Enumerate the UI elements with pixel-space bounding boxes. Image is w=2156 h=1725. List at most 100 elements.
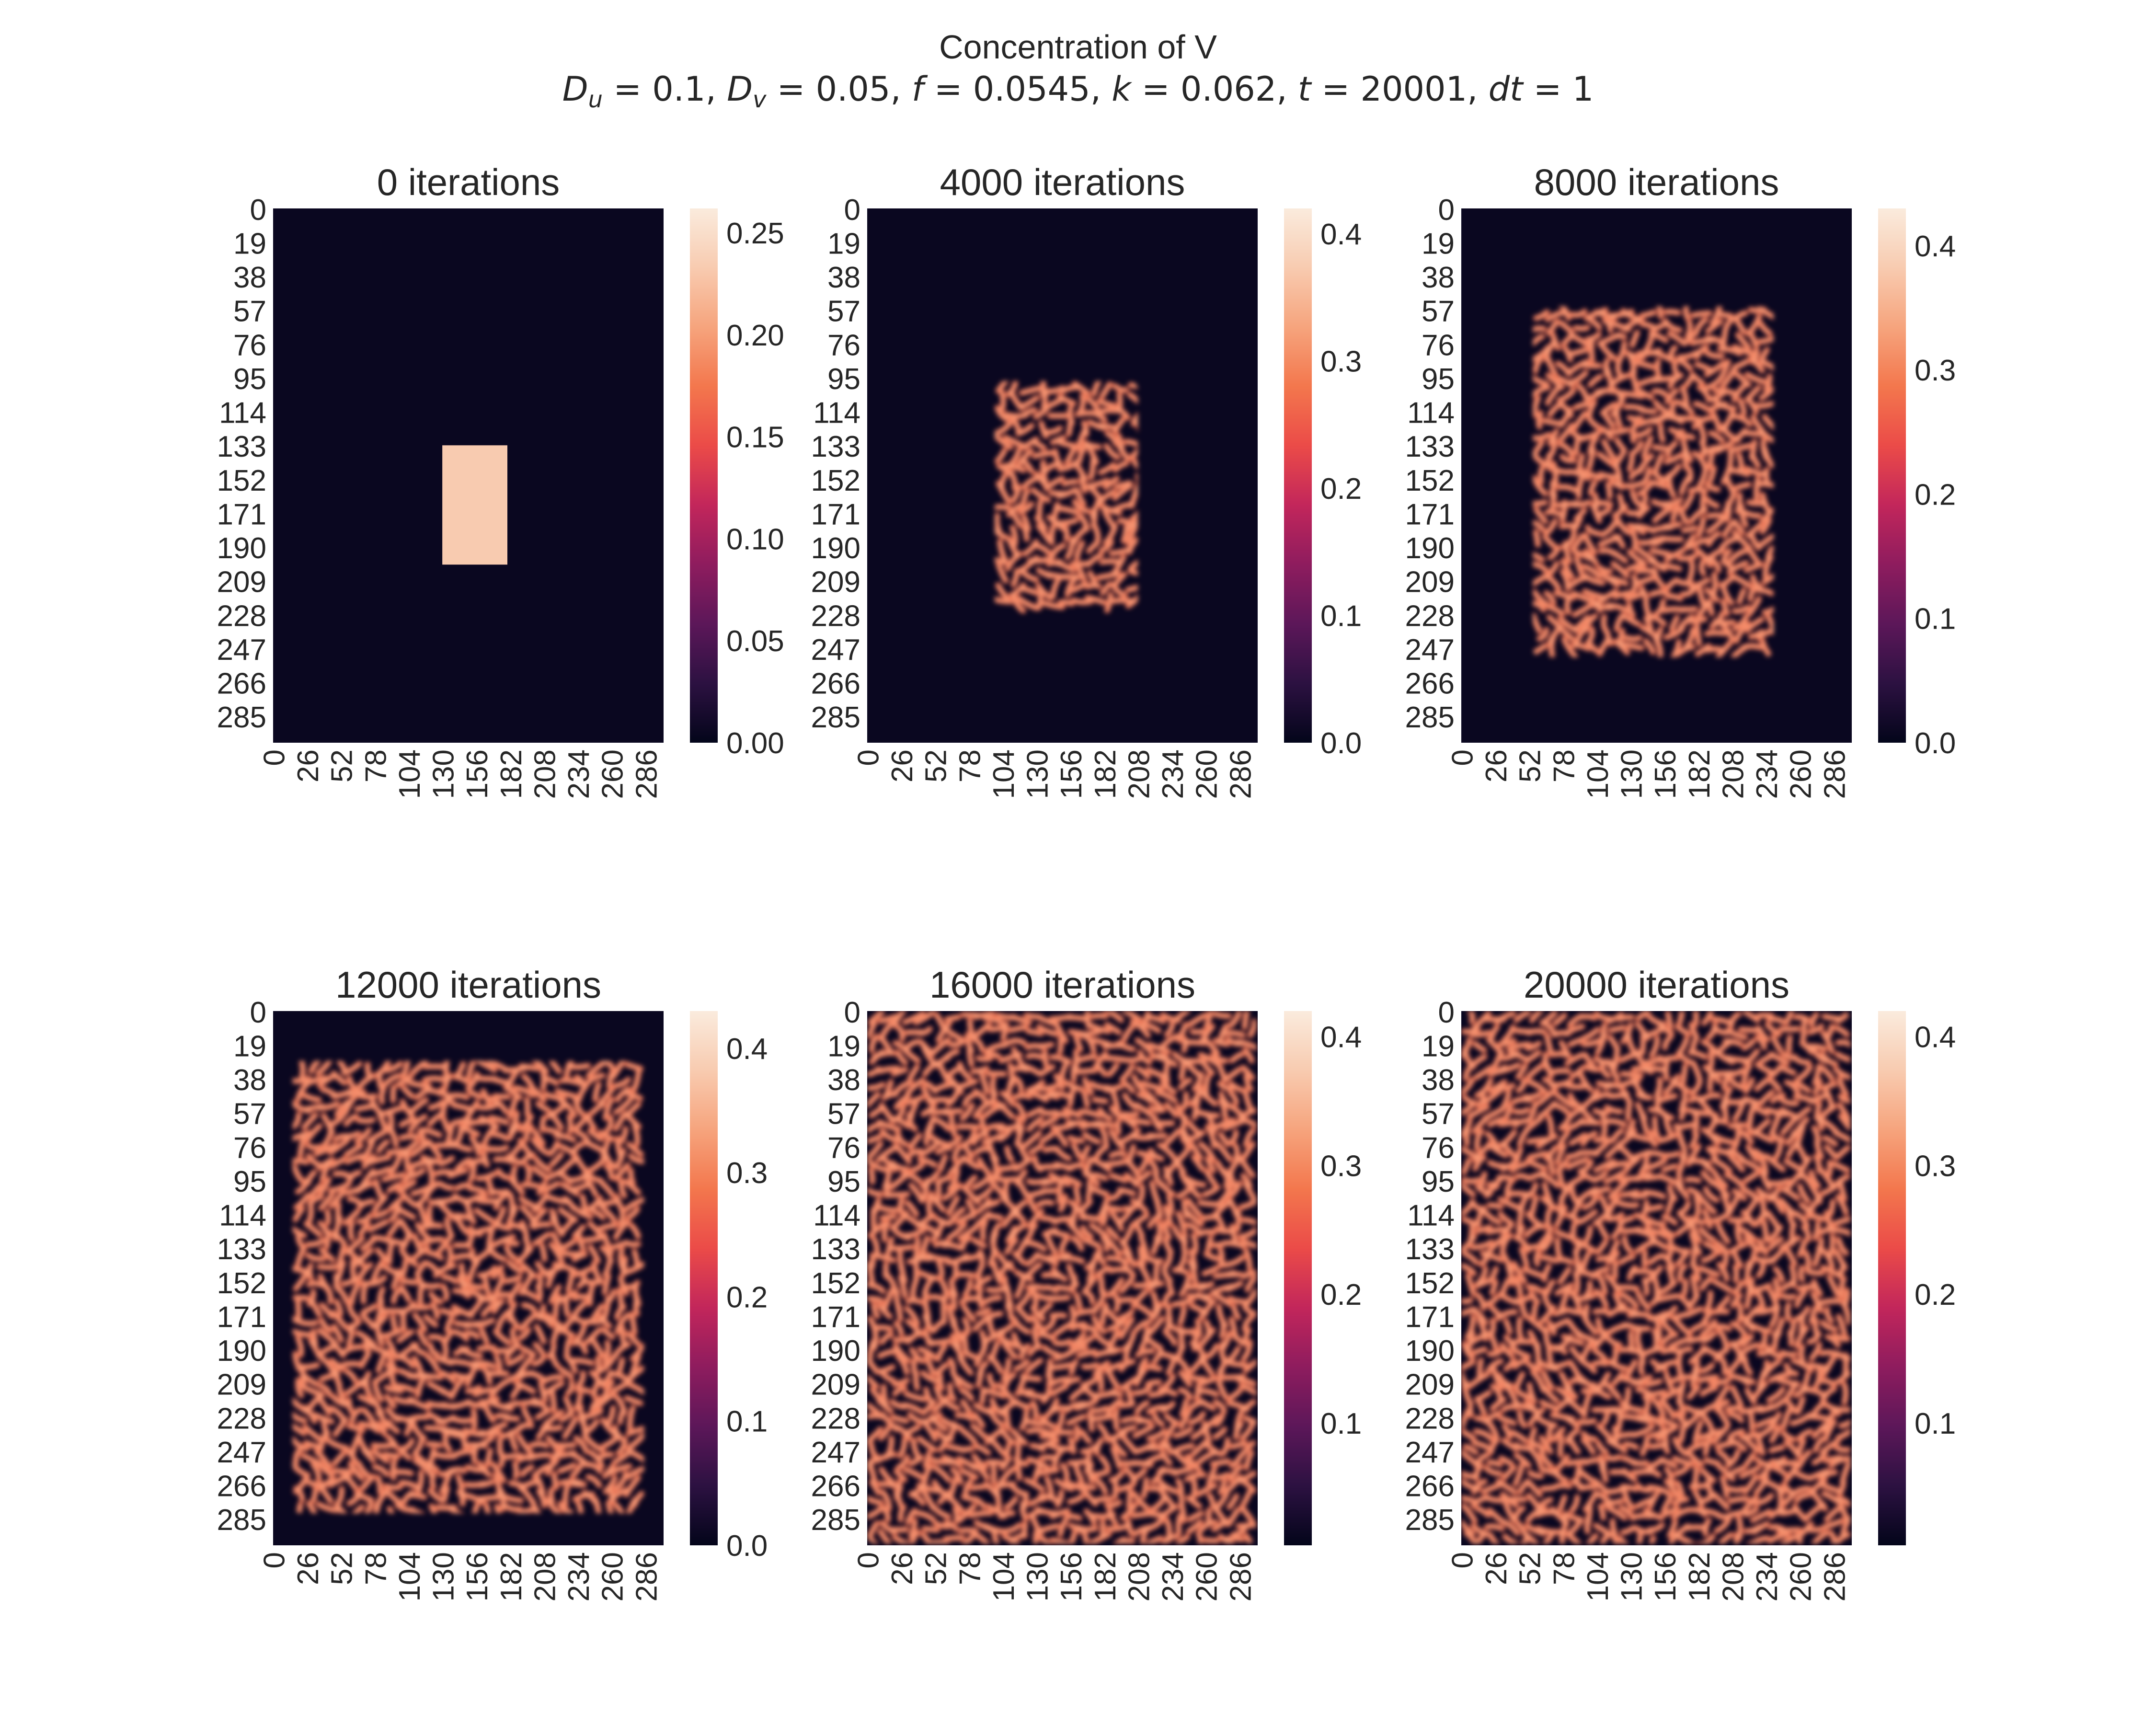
x-tick-label: 156 — [1055, 1552, 1088, 1601]
y-tick-label: 0 — [844, 996, 860, 1029]
y-tick-label: 285 — [811, 1504, 860, 1537]
y-tick-label: 57 — [233, 1098, 266, 1131]
y-tick-label: 133 — [217, 430, 266, 463]
heatmap-panel-2: 4000 iterations0193857769511413315217119… — [811, 161, 1362, 799]
colorbar-tick-label: 0.15 — [726, 421, 784, 454]
x-tick-label: 130 — [1616, 1552, 1649, 1601]
y-tick-label: 57 — [1422, 295, 1455, 328]
y-tick-label: 38 — [233, 1064, 266, 1097]
y-tick-label: 19 — [827, 1030, 860, 1063]
y-tick-label: 247 — [1405, 633, 1455, 667]
y-tick-label: 171 — [217, 498, 266, 531]
heatmap-image — [867, 208, 1258, 743]
x-tick-label: 260 — [596, 1552, 630, 1601]
y-tick-label: 152 — [811, 464, 860, 497]
x-tick-label: 286 — [1224, 1552, 1257, 1601]
param-t: 20001 — [1360, 69, 1467, 109]
y-tick-label: 266 — [217, 1470, 266, 1503]
x-tick-label: 208 — [528, 1552, 562, 1601]
colorbar-gradient — [1284, 208, 1312, 743]
colorbar-tick-label: 0.0 — [726, 1530, 768, 1563]
x-tick-label: 26 — [1480, 1552, 1513, 1585]
y-tick-label: 114 — [813, 397, 860, 430]
y-tick-label: 76 — [827, 329, 860, 362]
y-tick-label: 285 — [1405, 701, 1455, 734]
panel-title: 16000 iterations — [929, 964, 1195, 1006]
param-dt: 1 — [1572, 69, 1594, 109]
y-tick-label: 209 — [1405, 1368, 1455, 1402]
y-tick-label: 209 — [811, 566, 860, 599]
colorbar-tick-label: 0.2 — [1320, 1278, 1362, 1311]
y-tick-label: 76 — [1422, 329, 1455, 362]
x-tick-label: 78 — [953, 749, 986, 782]
x-tick-label: 208 — [1123, 749, 1156, 799]
x-tick-label: 260 — [1191, 1552, 1224, 1601]
x-tick-label: 78 — [1548, 1552, 1581, 1585]
x-tick-label: 0 — [1446, 749, 1479, 766]
panel-title: 20000 iterations — [1524, 964, 1789, 1006]
figure-title: Concentration of V — [939, 28, 1217, 66]
x-tick-label: 182 — [1089, 749, 1122, 799]
heatmap-panel-5: 16000 iterations019385776951141331521711… — [811, 964, 1362, 1601]
x-tick-label: 208 — [1717, 1552, 1750, 1601]
colorbar-tick-label: 0.2 — [1320, 472, 1362, 506]
heatmap-image — [1461, 1011, 1852, 1545]
y-tick-label: 247 — [1405, 1436, 1455, 1469]
y-tick-label: 190 — [811, 532, 860, 565]
param-f: 0.0545 — [973, 69, 1090, 109]
y-tick-label: 57 — [827, 1098, 860, 1131]
colorbar-gradient — [1878, 208, 1906, 743]
x-tick-label: 156 — [461, 1552, 494, 1601]
y-tick-label: 57 — [233, 295, 266, 328]
x-tick-label: 52 — [326, 1552, 359, 1585]
y-tick-label: 228 — [1405, 1402, 1455, 1435]
colorbar-tick-label: 0.4 — [726, 1033, 768, 1066]
colorbar-tick-label: 0.2 — [1915, 1278, 1956, 1311]
x-tick-label: 104 — [1582, 749, 1615, 799]
reaction-pattern — [1533, 306, 1774, 657]
reaction-pattern — [1461, 1011, 1851, 1544]
y-tick-label: 114 — [219, 397, 266, 430]
colorbar-tick-label: 0.05 — [726, 625, 784, 658]
y-tick-label: 0 — [844, 194, 860, 227]
y-tick-label: 76 — [233, 1131, 266, 1164]
y-tick-label: 209 — [1405, 566, 1455, 599]
y-tick-label: 152 — [1405, 1267, 1455, 1300]
x-tick-label: 130 — [427, 749, 460, 799]
x-tick-label: 286 — [1818, 1552, 1851, 1601]
x-tick-label: 286 — [630, 1552, 663, 1601]
y-tick-label: 228 — [811, 599, 860, 632]
x-tick-label: 156 — [1649, 1552, 1682, 1601]
x-tick-label: 104 — [393, 1552, 426, 1601]
x-tick-label: 104 — [987, 1552, 1021, 1601]
x-tick-label: 26 — [886, 749, 919, 782]
x-tick-label: 104 — [393, 749, 426, 799]
y-tick-label: 152 — [1405, 464, 1455, 497]
x-tick-label: 208 — [1717, 749, 1750, 799]
y-tick-label: 57 — [1422, 1098, 1455, 1131]
y-tick-label: 133 — [217, 1233, 266, 1266]
x-tick-label: 234 — [1751, 749, 1784, 799]
x-tick-label: 234 — [562, 749, 596, 799]
y-tick-label: 0 — [1438, 996, 1455, 1029]
y-tick-label: 38 — [1422, 261, 1455, 294]
param-k: 0.062 — [1181, 69, 1276, 109]
y-tick-label: 190 — [811, 1334, 860, 1368]
y-tick-label: 190 — [1405, 532, 1455, 565]
colorbar-tick-label: 0.4 — [1915, 1021, 1956, 1054]
y-tick-label: 57 — [827, 295, 860, 328]
y-tick-label: 209 — [217, 1368, 266, 1402]
y-tick-label: 19 — [1422, 227, 1455, 260]
colorbar-tick-label: 0.3 — [1915, 1150, 1956, 1183]
y-tick-label: 38 — [233, 261, 266, 294]
panel-title: 12000 iterations — [335, 964, 601, 1006]
panel-title: 0 iterations — [377, 161, 560, 203]
y-tick-label: 95 — [827, 363, 860, 396]
y-tick-label: 190 — [217, 532, 266, 565]
y-tick-label: 171 — [1405, 1300, 1455, 1334]
y-tick-label: 133 — [811, 1233, 860, 1266]
x-tick-label: 130 — [1021, 1552, 1055, 1601]
y-tick-label: 95 — [827, 1165, 860, 1198]
y-tick-label: 266 — [811, 667, 860, 700]
